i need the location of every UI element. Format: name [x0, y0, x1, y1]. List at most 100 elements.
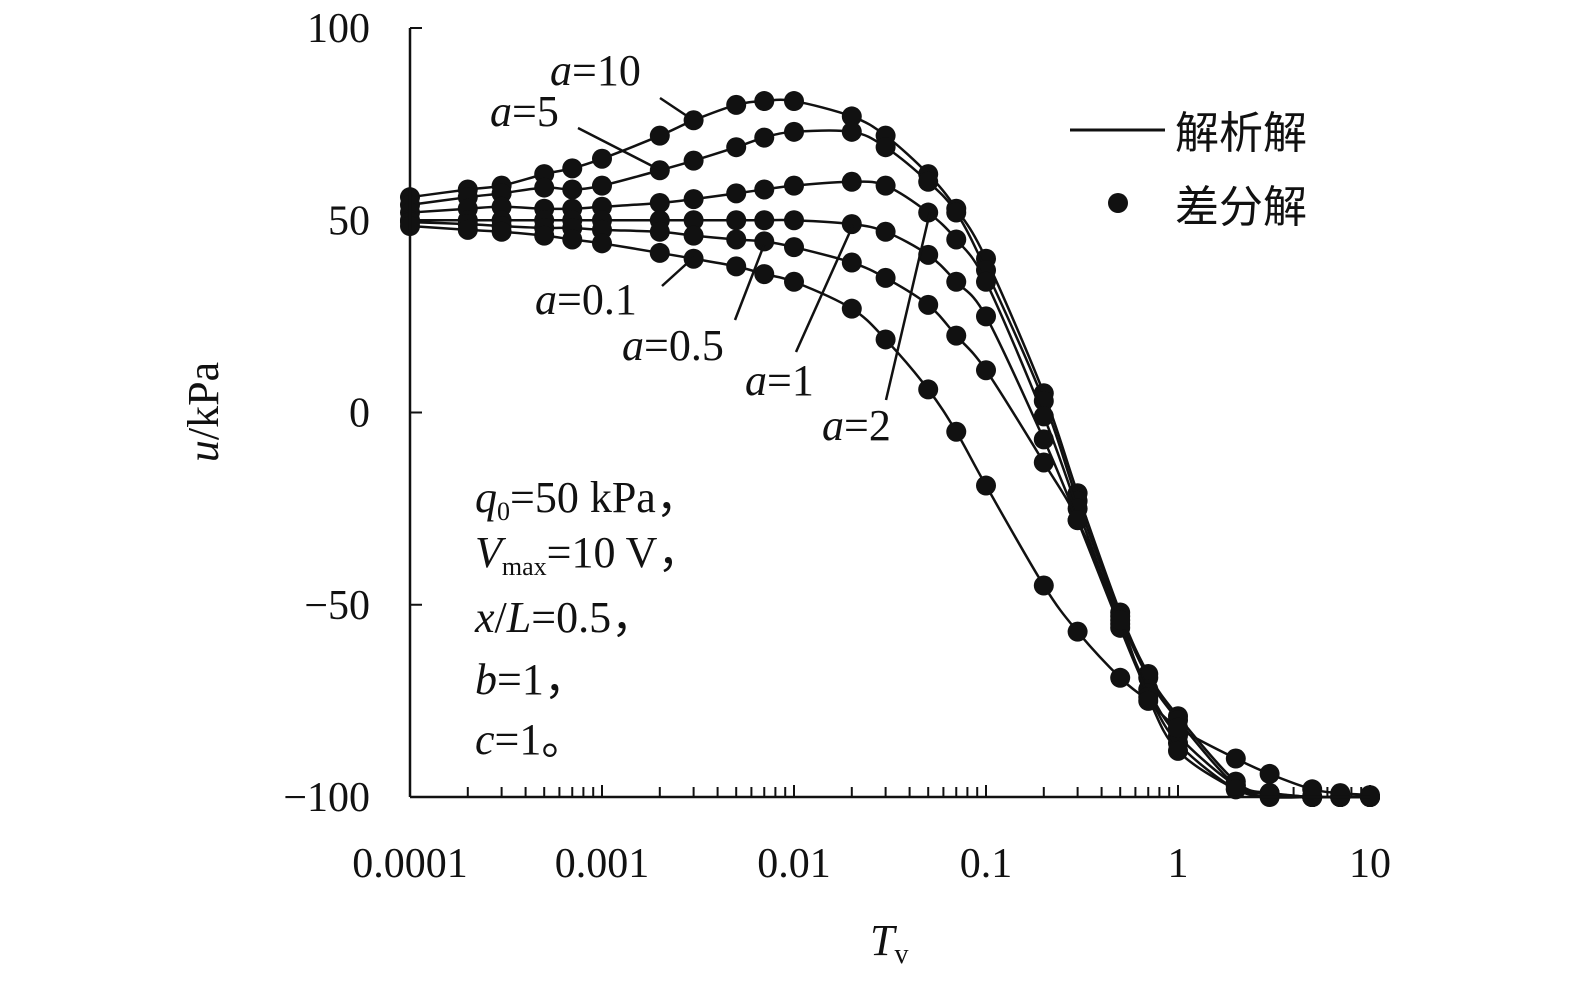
curve-label: a=10 — [550, 46, 641, 95]
fd-point — [649, 242, 670, 263]
fd-point — [784, 271, 804, 292]
fd-point — [457, 219, 478, 240]
leader-line — [884, 211, 932, 401]
x-tick-label: 0.1 — [960, 841, 1013, 887]
fd-point — [1033, 452, 1054, 473]
fd-point — [918, 244, 939, 265]
fd-point — [491, 221, 512, 242]
curve-label: a=1 — [745, 356, 814, 405]
fd-point — [784, 237, 804, 258]
fd-point — [1302, 779, 1323, 800]
fd-point — [875, 329, 896, 350]
fd-point — [649, 221, 670, 242]
param-q0: q0=50 kPa， — [475, 473, 700, 526]
fd-point — [683, 150, 704, 171]
curve-label: a=0.1 — [535, 275, 637, 324]
fd-point — [534, 225, 555, 246]
fd-point — [726, 256, 747, 277]
fd-point — [1259, 763, 1280, 784]
x-tick-label: 10 — [1349, 841, 1391, 887]
fd-point — [649, 192, 670, 213]
legend-dot-swatch — [1108, 193, 1128, 213]
y-tick-label: 50 — [328, 198, 370, 244]
fd-point — [918, 202, 939, 223]
fd-point — [754, 231, 775, 252]
curve-label: a=5 — [490, 87, 559, 136]
x-tick-label: 0.001 — [555, 841, 650, 887]
fd-point — [1033, 406, 1054, 427]
x-tick-label: 1 — [1168, 841, 1189, 887]
fd-point — [562, 229, 583, 250]
y-tick-label: −50 — [304, 583, 370, 629]
legend: 解析解 差分解 — [1070, 108, 1307, 233]
fd-point — [976, 271, 996, 292]
fd-point — [1033, 429, 1054, 450]
fd-point — [841, 171, 862, 192]
fd-point — [562, 179, 583, 200]
fd-point — [784, 121, 804, 142]
x-axis-label: Tv — [870, 916, 908, 970]
fd-point — [754, 264, 775, 285]
fd-point — [1110, 667, 1131, 688]
fd-point — [784, 91, 804, 112]
fd-point — [726, 210, 747, 231]
fd-point — [946, 421, 967, 442]
fd-point — [683, 189, 704, 210]
parameter-annotation: q0=50 kPa， Vmax=10 V， x/L=0.5， b=1， c=1。 — [474, 473, 701, 764]
fd-point — [726, 94, 747, 115]
fd-point — [875, 137, 896, 158]
fd-point — [1168, 740, 1188, 761]
legend-dot-label: 差分解 — [1175, 182, 1307, 233]
fd-point — [841, 214, 862, 235]
fd-point — [946, 325, 967, 346]
x-tick-label: 0.0001 — [352, 841, 468, 887]
fd-point — [592, 148, 612, 169]
fd-point — [875, 175, 896, 196]
fd-point — [1033, 575, 1054, 596]
fd-point — [683, 210, 704, 231]
legend-line-label: 解析解 — [1175, 108, 1307, 159]
fd-point — [841, 106, 862, 127]
fd-point — [946, 202, 967, 223]
fd-point — [726, 183, 747, 204]
fd-point — [592, 175, 612, 196]
leader-line — [661, 256, 695, 287]
fd-point — [683, 110, 704, 131]
fd-point — [754, 127, 775, 148]
fd-point — [1067, 621, 1088, 642]
fd-point — [649, 125, 670, 146]
fd-point — [754, 210, 775, 231]
fd-point — [592, 233, 612, 254]
fd-point — [946, 271, 967, 292]
leader-line — [659, 96, 691, 120]
fd-point — [726, 229, 747, 250]
fd-point — [1168, 717, 1188, 738]
fd-point — [1330, 783, 1351, 804]
param-c: c=1。 — [475, 715, 585, 764]
y-axis-label: u/kPa — [179, 362, 228, 462]
fd-point — [918, 379, 939, 400]
x-tick-label: 0.01 — [757, 841, 831, 887]
fd-point — [784, 175, 804, 196]
fd-point — [726, 137, 747, 158]
fd-point — [754, 179, 775, 200]
leader-line — [577, 126, 661, 172]
param-b: b=1， — [475, 655, 588, 704]
fd-point — [918, 171, 939, 192]
fd-point — [562, 158, 583, 179]
fd-point — [976, 306, 996, 327]
curve-label: a=2 — [822, 401, 891, 450]
fd-point — [976, 360, 996, 381]
fd-point — [1067, 510, 1088, 531]
curve-label: a=0.5 — [622, 321, 724, 370]
fd-point — [534, 177, 555, 198]
leader-line — [794, 224, 855, 353]
fd-point — [1360, 785, 1380, 806]
fd-point — [1138, 690, 1159, 711]
fd-point — [683, 225, 704, 246]
fd-point — [875, 221, 896, 242]
fd-point — [1225, 748, 1246, 769]
fd-point — [946, 229, 967, 250]
fd-point — [875, 267, 896, 288]
